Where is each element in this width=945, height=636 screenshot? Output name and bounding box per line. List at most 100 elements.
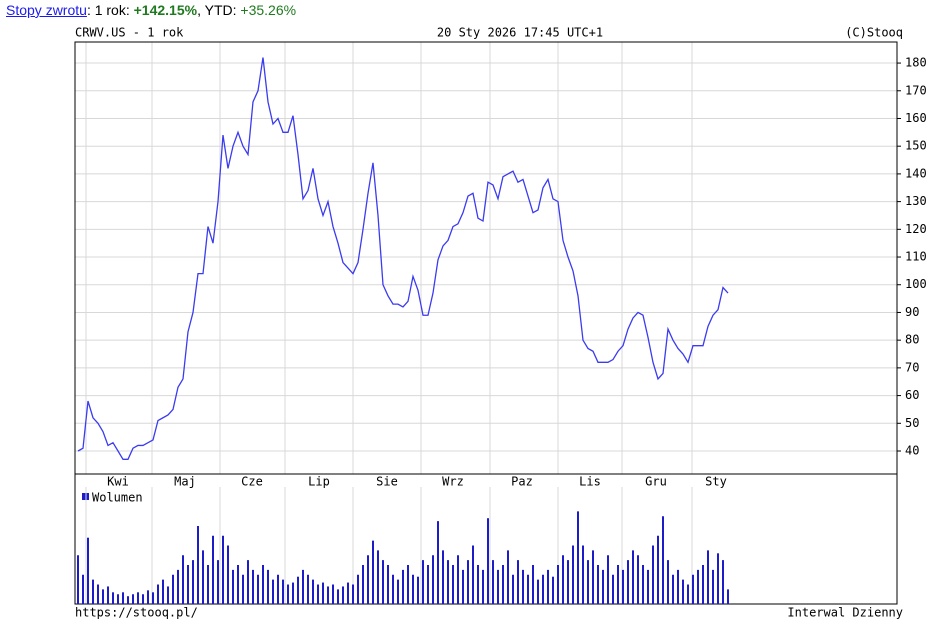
volume-bar — [177, 569, 179, 604]
volume-bar — [112, 592, 114, 604]
volume-bar — [347, 582, 349, 604]
volume-bar — [267, 569, 269, 604]
volume-bar — [337, 589, 339, 604]
volume-legend: Wolumen — [92, 491, 143, 505]
volume-bar — [722, 560, 724, 604]
volume-bar — [642, 565, 644, 604]
volume-bar — [367, 555, 369, 604]
volume-bar — [157, 584, 159, 604]
volume-bar — [167, 586, 169, 604]
volume-bar — [622, 569, 624, 604]
volume-bar — [587, 560, 589, 604]
volume-bar — [547, 569, 549, 604]
volume-bar — [222, 535, 224, 604]
volume-bar — [392, 574, 394, 604]
volume-bar — [577, 511, 579, 604]
volume-bar — [247, 560, 249, 604]
volume-bar — [567, 560, 569, 604]
volume-bar — [192, 560, 194, 604]
y-tick-label: 100 — [905, 277, 927, 291]
volume-bar — [277, 574, 279, 604]
y-tick-label: 130 — [905, 194, 927, 208]
volume-bar — [682, 579, 684, 604]
y-tick-label: 90 — [905, 305, 919, 319]
volume-bar — [617, 565, 619, 604]
volume-bar — [237, 565, 239, 604]
volume-bar — [402, 569, 404, 604]
volume-bar — [377, 550, 379, 604]
volume-bar — [417, 576, 419, 604]
volume-bar — [457, 555, 459, 604]
volume-bar — [607, 555, 609, 604]
volume-bar — [672, 574, 674, 604]
volume-bar — [162, 579, 164, 604]
volume-bar — [87, 537, 89, 604]
volume-bar — [507, 550, 509, 604]
volume-bar — [292, 582, 294, 604]
y-tick-label: 140 — [905, 166, 927, 180]
volume-bar — [582, 545, 584, 604]
volume-bar — [272, 579, 274, 604]
volume-bar — [202, 550, 204, 604]
volume-bar — [707, 550, 709, 604]
volume-bar — [632, 550, 634, 604]
plot-frame — [74, 41, 898, 475]
volume-bar — [357, 574, 359, 604]
volume-bar — [477, 565, 479, 604]
volume-bar — [117, 594, 119, 604]
volume-bar — [282, 579, 284, 604]
volume-bar — [127, 596, 129, 604]
volume-bar — [487, 518, 489, 604]
period-return: +142.15% — [133, 2, 198, 18]
x-tick-label: Cze — [241, 475, 263, 489]
volume-bar — [677, 569, 679, 604]
volume-bar — [332, 584, 334, 604]
volume-bar — [537, 579, 539, 604]
y-tick-label: 50 — [905, 416, 919, 430]
volume-bar — [717, 553, 719, 604]
volume-bar — [97, 584, 99, 604]
volume-bar — [322, 582, 324, 604]
volume-bar — [437, 521, 439, 604]
volume-bar — [92, 579, 94, 604]
volume-bar — [442, 550, 444, 604]
volume-bar — [137, 592, 139, 604]
y-tick-label: 60 — [905, 388, 919, 402]
y-tick-label: 150 — [905, 139, 927, 153]
timestamp: 20 Sty 2026 17:45 UTC+1 — [437, 26, 603, 40]
volume-bar — [122, 592, 124, 604]
volume-bar — [252, 569, 254, 604]
volume-bar — [307, 574, 309, 604]
volume-bar — [232, 569, 234, 604]
volume-bar — [387, 565, 389, 604]
volume-bar — [557, 565, 559, 604]
volume-bar — [142, 594, 144, 604]
volume-bar — [372, 540, 374, 604]
volume-bar — [647, 569, 649, 604]
volume-bar — [452, 565, 454, 604]
volume-bar — [342, 586, 344, 604]
volume-bar — [662, 516, 664, 604]
volume-bar — [207, 565, 209, 604]
volume-bar — [317, 584, 319, 604]
volume-bar — [217, 560, 219, 604]
volume-bar — [687, 584, 689, 604]
volume-bar — [302, 569, 304, 604]
separator: : — [86, 2, 91, 18]
ytd-label: , YTD: — [197, 2, 237, 18]
volume-bar — [82, 574, 84, 604]
volume-bar — [257, 574, 259, 604]
volume-bar — [427, 565, 429, 604]
volume-bar — [407, 565, 409, 604]
x-tick-label: Wrz — [442, 475, 464, 489]
returns-link[interactable]: Stopy zwrotu — [6, 2, 87, 18]
volume-bar — [102, 589, 104, 604]
volume-bar — [562, 555, 564, 604]
source: https://stooq.pl/ — [75, 606, 198, 620]
volume-bar — [527, 574, 529, 604]
volume-bar — [712, 569, 714, 604]
volume-bar — [382, 560, 384, 604]
interval: Interwal Dzienny — [787, 606, 903, 620]
volume-bar — [572, 545, 574, 604]
